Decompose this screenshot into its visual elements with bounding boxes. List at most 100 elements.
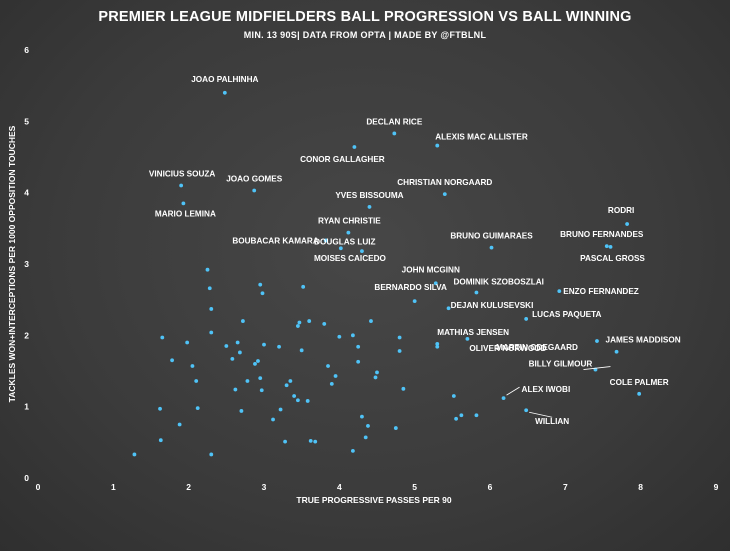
data-point [253,361,257,366]
data-point [401,386,406,391]
axes: 0 1 2 3 4 5 6 7 8 9 0 1 2 3 4 5 6 TRUE PROGRESSIVE PASSES… [7,45,719,505]
data-point [194,379,199,383]
data-point [260,291,265,296]
data-point [524,408,529,413]
data-point [356,344,361,349]
data-point [284,383,289,388]
point-label: ENZO FERNANDEZ [563,287,639,296]
data-point [346,230,351,235]
point-label: PASCAL GROSS [580,254,645,263]
data-point [170,358,174,363]
leader-line [506,386,520,396]
point-label: COLE PALMER [610,378,669,387]
data-point [256,359,260,363]
data-point [296,398,300,403]
y-tick-label: 2 [24,330,29,340]
data-point [177,422,182,427]
data-point [209,452,214,457]
data-point [297,320,302,325]
leader-line [529,411,553,418]
data-point [442,192,447,196]
point-label: BRUNO GUIMARAES [450,232,533,241]
point-label: RYAN CHRISTIE [318,217,381,226]
y-tick-label: 1 [24,402,29,412]
point-label: CHRISTIAN NORGAARD [397,178,492,187]
data-point [392,131,397,136]
point-label: ALEXIS MAC ALLISTER [435,133,528,142]
data-point [241,319,245,323]
data-point [350,448,355,453]
y-tick-label: 6 [24,45,29,55]
data-point [360,249,364,254]
y-axis-label: TACKLES WON+INTERCEPTIONS PER 1000 OPPOS… [7,125,17,402]
y-tick-label: 4 [24,188,29,198]
point-label: JOAO PALHINHA [191,75,258,84]
data-point [233,387,238,392]
data-point [179,183,184,188]
point-label: ALEX IWOBI [522,385,571,394]
point-label: RODRI [608,206,634,215]
data-point [393,426,398,430]
point-label: JOHN MCGINN [402,265,460,274]
data-point [608,244,613,249]
point-label: JOAO GOMES [226,175,282,184]
data-point [305,399,310,403]
data-point [322,322,327,326]
x-tick-label: 9 [714,482,719,492]
data-point [360,414,364,419]
data-point [397,349,402,353]
point-label: BERNARDO SILVA [374,283,447,292]
chart-title: PREMIER LEAGUE MIDFIELDERS BALL PROGRESS… [98,9,632,25]
data-point [369,319,373,323]
data-point [451,394,456,398]
data-point [454,416,458,421]
data-point [283,439,287,444]
data-point [459,413,464,418]
data-point [363,435,368,440]
data-point [435,344,440,349]
data-point [258,282,263,287]
data-point [237,350,242,355]
data-point [207,286,212,291]
x-axis-label: TRUE PROGRESSIVE PASSES PER 90 [296,495,452,505]
data-point [308,439,313,443]
point-label: VINICIUS SOUZA [149,170,216,179]
data-point [524,317,529,321]
data-point [235,340,240,345]
point-label: MARIO LEMINA [155,209,216,218]
data-point [190,364,195,368]
data-point [258,376,263,381]
data-point [262,342,266,347]
data-point [435,143,440,148]
data-point [595,339,599,343]
data-point [185,340,190,345]
data-point [224,344,229,348]
data-point [158,406,162,411]
y-tick-label: 0 [24,473,29,483]
data-point [239,409,244,413]
x-tick-label: 6 [488,482,493,492]
data-point [329,381,334,386]
data-point [301,284,306,289]
data-point [277,344,281,349]
data-point [252,188,257,193]
data-point [557,289,562,294]
point-label: MATHIAS JENSEN [437,328,509,337]
point-label: CONOR GALLAGHER [300,155,385,164]
y-tick-label: 3 [24,259,29,269]
data-point [230,356,235,361]
data-point [296,324,300,328]
data-point [160,335,165,340]
chart-subtitle: MIN. 13 90S| DATA FROM OPTA | MADE BY @F… [243,30,487,40]
data-point [366,424,370,428]
data-point [181,201,186,206]
data-point [397,335,402,340]
data-point [352,145,357,149]
data-point [313,439,318,444]
data-point [307,319,312,323]
data-point [474,413,479,418]
leader-line [583,366,611,370]
x-tick-label: 5 [412,482,417,492]
data-point [333,374,338,378]
